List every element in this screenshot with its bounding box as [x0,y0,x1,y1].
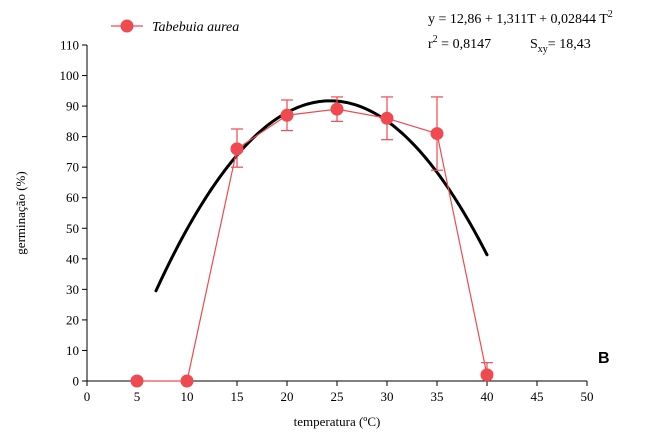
x-tick-label: 10 [181,389,194,404]
series-line [137,108,488,382]
data-point [430,127,444,141]
equation-line-1: y = 12,86 + 1,311T + 0,02844 T2 [428,9,613,27]
fit-curve-layer [154,99,489,293]
x-tick-label: 30 [381,389,394,404]
axes: 0 5 10 15 20 25 30 35 40 45 50 0 10 20 30 40 50 60 70 80 90… [13,38,594,430]
y-tick-label: 100 [60,68,80,83]
y-tick-label: 80 [66,129,79,144]
equation-exponent: 2 [608,9,613,20]
x-tick-label: 35 [431,389,444,404]
sxy-subscript: xy [538,44,548,55]
r-squared-value: = 0,8147 [438,37,491,52]
sxy-symbol: S [530,37,538,52]
y-tick-label: 20 [66,312,79,327]
x-tick-label: 25 [331,389,344,404]
x-tick-label: 45 [531,389,544,404]
data-point [280,108,294,122]
equation-line-2: r2 = 0,8147 [428,34,491,52]
legend: Tabebuia aurea [111,19,239,35]
x-tick-label: 20 [281,389,294,404]
y-tick-label: 110 [60,38,79,53]
y-tick-label: 70 [66,160,79,175]
data-point [330,102,344,116]
x-tick-label: 15 [231,389,244,404]
legend-label: Tabebuia aurea [152,20,239,35]
x-tick-label: 5 [134,389,141,404]
y-ticks: 0 10 20 30 40 50 60 70 80 90 100 110 [60,38,87,389]
x-ticks: 0 5 10 15 20 25 30 35 40 45 50 [84,381,594,404]
x-tick-label: 40 [481,389,494,404]
y-tick-label: 60 [66,190,79,205]
fit-curve [154,99,489,293]
data-point [230,142,244,156]
r-squared-exponent: 2 [433,34,438,45]
y-tick-label: 0 [73,374,80,389]
y-tick-label: 10 [66,343,79,358]
y-tick-label: 40 [66,251,79,266]
r-squared-symbol: r [428,37,433,52]
legend-marker [120,19,134,33]
y-tick-label: 50 [66,221,79,236]
equation: y = 12,86 + 1,311T + 0,02844 T2 r2 = 0,8… [428,9,613,55]
data-point [380,111,394,125]
x-tick-label: 50 [581,389,594,404]
x-axis-title: temperatura (ºC) [294,414,381,429]
data-point [130,374,144,388]
panel-label: B [598,350,610,367]
y-axis-title: germinação (%) [13,171,28,254]
sxy-value: = 18,43 [548,37,591,52]
series-layer [130,96,494,388]
equation-main: y = 12,86 + 1,311T + 0,02844 T [428,12,608,27]
sxy-label: Sxy= 18,43 [530,37,591,55]
data-point [480,368,494,382]
data-point [180,374,194,388]
y-tick-label: 30 [66,282,79,297]
x-tick-label: 0 [84,389,91,404]
y-tick-label: 90 [66,99,79,114]
